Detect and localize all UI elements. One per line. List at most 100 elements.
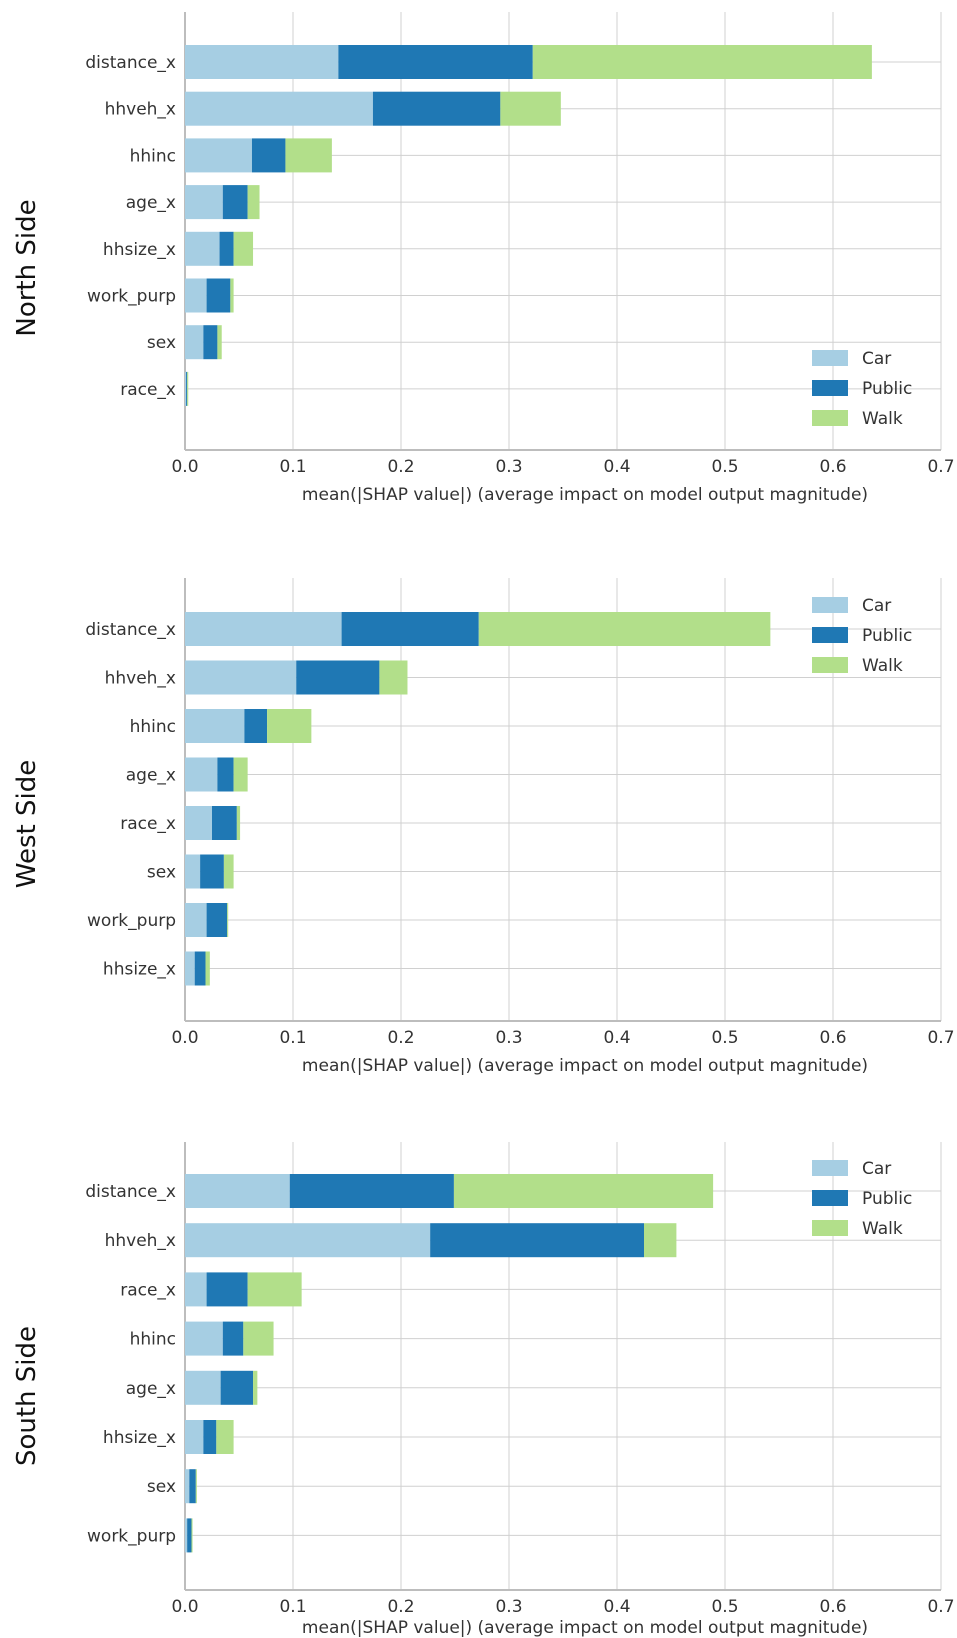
y-tick-label: distance_x [85, 53, 176, 73]
y-tick-label: work_purp [87, 1526, 176, 1546]
bar-segment-car [185, 903, 207, 937]
bar-segment-public [341, 612, 479, 646]
y-tick-label: sex [147, 333, 176, 353]
bar-segment-car [185, 1272, 207, 1307]
bar-segment-public [222, 1321, 244, 1356]
x-tick-label: 0.4 [603, 1028, 630, 1048]
legend-label-public: Public [862, 1189, 912, 1209]
y-tick-label: hhinc [130, 1330, 176, 1350]
x-axis-title: mean(|SHAP value|) (average impact on mo… [302, 1056, 868, 1076]
bar-segment-public [244, 709, 268, 743]
bar-segment-walk [230, 278, 234, 313]
bar-segment-car [185, 1518, 188, 1553]
bar-segment-car [185, 951, 195, 986]
bar-segment-car [185, 231, 220, 266]
bar-segment-public [222, 185, 248, 220]
bar-segment-car [185, 1420, 204, 1454]
bar-segment-public [430, 1223, 644, 1258]
bar-segment-public [206, 278, 231, 313]
bar-segment-public [289, 1174, 454, 1208]
bar-segment-public [338, 45, 533, 79]
bar-segment-car [185, 709, 245, 743]
y-tick-label: age_x [126, 766, 176, 786]
bar-segment-walk [644, 1223, 677, 1258]
y-tick-label: distance_x [85, 1182, 176, 1202]
bar-segment-public [206, 1272, 248, 1307]
x-tick-label: 0.0 [171, 1597, 198, 1617]
bar-segment-walk [247, 1272, 302, 1307]
x-tick-label: 0.7 [927, 1597, 954, 1617]
bar-segment-public [372, 91, 501, 126]
legend-label-public: Public [862, 379, 912, 399]
y-tick-label: race_x [120, 1280, 176, 1300]
x-tick-label: 0.2 [387, 1597, 414, 1617]
bar-segment-car [185, 1370, 221, 1405]
legend-swatch-walk [812, 410, 848, 426]
y-tick-label: hhveh_x [105, 100, 176, 120]
y-tick-label: hhveh_x [105, 669, 176, 689]
y-tick-label: hhsize_x [103, 240, 176, 260]
bar-segment-car [185, 278, 207, 313]
legend-label-public: Public [862, 626, 912, 646]
legend-label-walk: Walk [862, 409, 903, 429]
bar-segment-public [194, 951, 206, 986]
bar-segment-car [185, 45, 339, 79]
x-tick-label: 0.7 [927, 1028, 954, 1048]
x-tick-label: 0.4 [603, 1597, 630, 1617]
legend-label-walk: Walk [862, 1219, 903, 1239]
x-tick-label: 0.3 [495, 1597, 522, 1617]
x-tick-label: 0.1 [279, 1597, 306, 1617]
x-tick-label: 0.7 [927, 457, 954, 477]
bar-segment-public [203, 1420, 217, 1454]
bar-segment-walk [243, 1321, 274, 1356]
y-tick-label: hhinc [130, 717, 176, 737]
bar-segment-car [185, 1321, 223, 1356]
y-tick-label: hhsize_x [103, 1428, 176, 1448]
legend-swatch-public [812, 380, 848, 396]
y-tick-label: sex [147, 863, 176, 883]
y-tick-label: work_purp [87, 911, 176, 931]
bar-segment-walk [205, 951, 210, 986]
x-tick-label: 0.3 [495, 457, 522, 477]
x-tick-label: 0.5 [711, 457, 738, 477]
x-axis-title: mean(|SHAP value|) (average impact on mo… [302, 1618, 868, 1638]
y-tick-label: race_x [120, 380, 176, 400]
x-tick-label: 0.4 [603, 457, 630, 477]
bar-segment-car [185, 91, 373, 126]
x-tick-label: 0.1 [279, 457, 306, 477]
bar-segment-car [185, 371, 187, 406]
bar-segment-car [185, 660, 297, 695]
bar-segment-walk [247, 185, 260, 220]
legend-swatch-walk [812, 1220, 848, 1236]
x-tick-label: 0.3 [495, 1028, 522, 1048]
bar-segment-car [185, 757, 218, 792]
x-tick-label: 0.6 [819, 457, 846, 477]
legend-swatch-public [812, 627, 848, 643]
bar-segment-public [296, 660, 380, 695]
bar-segment-walk [236, 806, 241, 840]
y-tick-label: hhsize_x [103, 960, 176, 980]
legend-swatch-car [812, 597, 848, 613]
y-tick-label: age_x [126, 1379, 176, 1399]
bar-segment-walk [500, 91, 561, 126]
y-tick-label: age_x [126, 193, 176, 213]
legend-swatch-walk [812, 657, 848, 673]
y-tick-label: distance_x [85, 620, 176, 640]
bar-segment-public [203, 325, 218, 360]
bar-segment-public [187, 1518, 192, 1553]
bar-segment-car [185, 185, 223, 220]
x-tick-label: 0.0 [171, 457, 198, 477]
bar-segment-walk [478, 612, 771, 646]
x-axis-title: mean(|SHAP value|) (average impact on mo… [302, 485, 868, 505]
bar-segment-car [185, 1469, 190, 1504]
x-tick-label: 0.6 [819, 1028, 846, 1048]
bar-segment-car [185, 1223, 431, 1258]
panel-side-label: West Side [12, 760, 42, 888]
bar-segment-public [251, 138, 286, 173]
legend-label-walk: Walk [862, 656, 903, 676]
x-tick-label: 0.6 [819, 1597, 846, 1617]
y-tick-label: hhveh_x [105, 1231, 176, 1251]
bar-segment-walk [195, 1469, 197, 1504]
panel-side-label: South Side [12, 1326, 42, 1466]
